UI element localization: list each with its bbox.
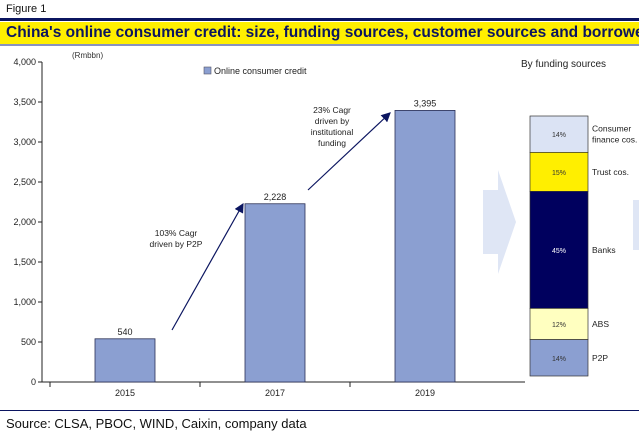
y-tick-label: 2,000 [13,217,36,227]
main-bar-chart: 0 500 1,000 1,500 2,000 2,500 3,000 3,500 4,000 5… [13,57,525,398]
y-tick-label: 4,000 [13,57,36,67]
annotation: driven by [315,116,350,126]
segment-name: finance cos. [592,135,637,145]
unit-label: (Rmbbn) [72,51,103,60]
y-tick-label: 1,000 [13,297,36,307]
x-tick-label: 2015 [115,388,135,398]
y-tick-label: 500 [21,337,36,347]
segment-label: 15% [552,170,566,177]
y-tick-label: 2,500 [13,177,36,187]
legend-swatch [203,66,212,75]
stack-title: By funding sources [521,59,606,70]
annotation: 103% Cagr [155,228,198,238]
flow-arrow [483,170,516,274]
segment-banks [529,191,589,309]
y-tick-label: 1,500 [13,257,36,267]
divider [0,44,639,46]
segment-label: 45% [552,248,566,255]
source-note: Source: CLSA, PBOC, WIND, Caixin, compan… [6,416,307,431]
data-label: 3,395 [414,98,437,108]
growth-arrow [307,112,391,191]
flow-arrow-partial [633,200,639,250]
data-label: 2,228 [264,192,287,202]
legend-label: Online consumer credit [214,66,307,76]
annotation: 23% Cagr [313,105,351,115]
y-tick-label: 0 [31,377,36,387]
segment-name: ABS [592,319,609,329]
bar-2015 [94,338,156,383]
bar-2019 [394,110,456,383]
segment-label: 14% [552,132,566,139]
segment-name: Trust cos. [592,167,629,177]
x-tick-label: 2017 [265,388,285,398]
y-tick-label: 3,500 [13,97,36,107]
annotation: driven by P2P [150,239,203,249]
divider [0,18,639,21]
segment-p2p [529,339,589,377]
segment-name: Banks [592,245,616,255]
annotation: funding [318,138,346,148]
figure-label: Figure 1 [6,3,47,15]
segment-consumer-finance-cos- [529,115,589,153]
divider [0,410,639,411]
bar-2017 [244,203,306,383]
segment-name: Consumer [592,124,631,134]
segment-label: 14% [552,356,566,363]
x-tick-label: 2019 [415,388,435,398]
segment-name: P2P [592,353,608,363]
data-label: 540 [117,327,132,337]
y-tick-label: 3,000 [13,137,36,147]
chart-title: China's online consumer credit: size, fu… [0,22,639,44]
growth-arrow [171,202,244,331]
segment-trust-cos- [529,152,589,192]
annotation: institutional [311,127,354,137]
segment-label: 12% [552,322,566,329]
